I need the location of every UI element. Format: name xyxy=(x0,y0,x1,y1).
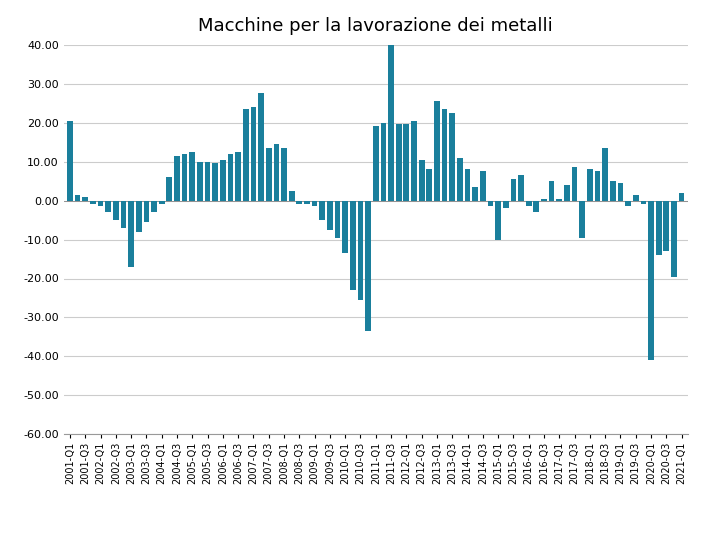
Bar xyxy=(281,148,287,201)
Bar xyxy=(189,152,195,201)
Bar xyxy=(174,155,180,201)
Bar xyxy=(373,126,379,201)
Bar xyxy=(381,123,386,201)
Bar xyxy=(212,163,218,201)
Bar xyxy=(304,201,310,204)
Bar xyxy=(357,201,363,300)
Bar xyxy=(82,197,88,201)
Bar xyxy=(664,201,669,251)
Bar xyxy=(587,169,593,201)
Bar xyxy=(250,107,256,201)
Bar xyxy=(549,181,554,201)
Bar xyxy=(457,158,463,201)
Bar xyxy=(426,169,432,201)
Bar xyxy=(90,201,96,204)
Bar xyxy=(640,201,646,204)
Bar xyxy=(258,93,264,201)
Bar xyxy=(579,201,585,237)
Bar xyxy=(419,159,425,201)
Bar xyxy=(557,198,562,201)
Bar xyxy=(496,201,501,240)
Bar xyxy=(182,154,187,201)
Bar xyxy=(518,175,524,201)
Bar xyxy=(243,109,249,201)
Bar xyxy=(274,144,279,201)
Bar xyxy=(488,201,493,206)
Bar xyxy=(106,201,111,212)
Bar xyxy=(648,201,654,360)
Bar xyxy=(411,120,417,201)
Bar xyxy=(228,154,233,201)
Bar xyxy=(327,201,333,229)
Bar xyxy=(450,113,455,201)
Bar xyxy=(319,201,325,220)
Bar xyxy=(625,201,631,206)
Bar xyxy=(610,181,615,201)
Bar xyxy=(205,162,211,201)
Bar xyxy=(602,148,608,201)
Bar xyxy=(564,185,570,201)
Bar xyxy=(67,120,73,201)
Bar xyxy=(167,177,172,201)
Title: Macchine per la lavorazione dei metalli: Macchine per la lavorazione dei metalli xyxy=(199,17,553,35)
Bar xyxy=(197,162,203,201)
Bar xyxy=(472,187,478,201)
Bar xyxy=(143,201,150,222)
Bar xyxy=(533,201,540,212)
Bar xyxy=(442,109,447,201)
Bar xyxy=(342,201,348,253)
Bar xyxy=(113,201,118,220)
Bar xyxy=(434,101,440,201)
Bar xyxy=(671,201,677,276)
Bar xyxy=(220,159,225,201)
Bar xyxy=(296,201,302,204)
Bar xyxy=(503,201,508,208)
Bar xyxy=(365,201,371,331)
Bar xyxy=(335,201,340,237)
Bar xyxy=(128,201,134,267)
Bar xyxy=(396,124,401,201)
Bar xyxy=(526,201,532,206)
Bar xyxy=(98,201,104,206)
Bar xyxy=(510,179,516,201)
Bar xyxy=(235,152,241,201)
Bar xyxy=(266,148,272,201)
Bar xyxy=(656,201,661,255)
Bar xyxy=(679,193,684,201)
Bar xyxy=(633,194,639,201)
Bar xyxy=(541,198,547,201)
Bar xyxy=(289,190,294,201)
Bar xyxy=(618,183,623,201)
Bar xyxy=(74,194,80,201)
Bar xyxy=(403,124,409,201)
Bar xyxy=(312,201,318,206)
Bar xyxy=(159,201,164,204)
Bar xyxy=(571,167,577,201)
Bar xyxy=(480,171,486,201)
Bar xyxy=(136,201,142,232)
Bar xyxy=(350,201,356,290)
Bar xyxy=(595,171,601,201)
Bar xyxy=(121,201,126,228)
Bar xyxy=(464,169,470,201)
Bar xyxy=(151,201,157,212)
Bar xyxy=(389,45,394,201)
